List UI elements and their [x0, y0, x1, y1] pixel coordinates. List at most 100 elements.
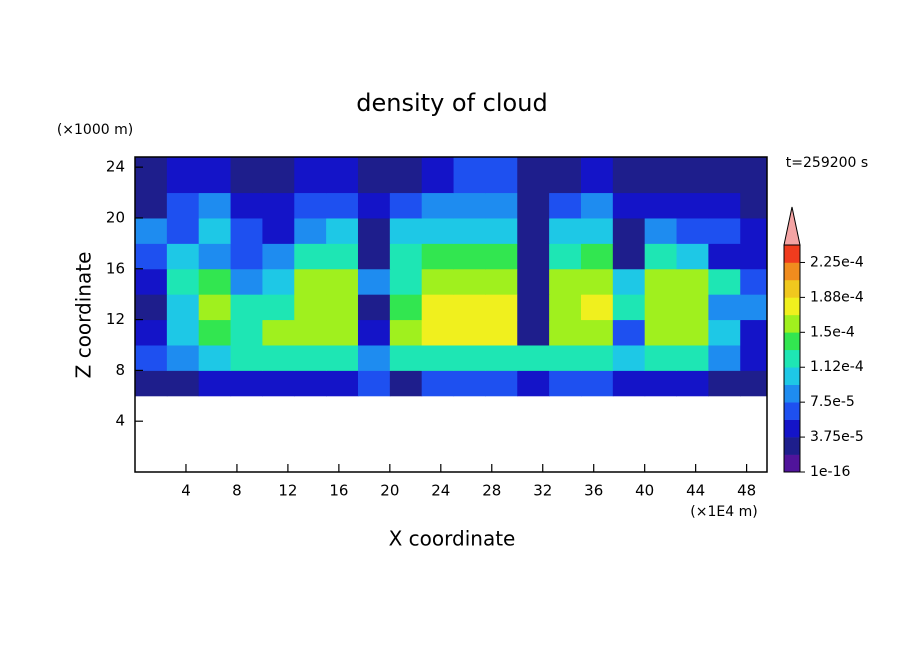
cell [708, 319, 741, 346]
cell [740, 294, 767, 321]
colorbar-over [783, 206, 801, 246]
cell [517, 319, 550, 346]
y-tick-label: 24 [106, 158, 125, 176]
cell [580, 421, 614, 448]
cell [262, 268, 295, 295]
colorbar-band [784, 245, 800, 263]
cell [389, 395, 423, 422]
time-annotation: t=259200 s [786, 155, 868, 171]
cell [740, 243, 767, 270]
cell [453, 370, 486, 397]
cell [740, 370, 767, 397]
cell [644, 395, 678, 422]
cell [198, 243, 232, 270]
cell [135, 446, 168, 472]
cell [580, 344, 614, 371]
cell [166, 421, 200, 448]
cell [485, 243, 518, 270]
cell [198, 319, 232, 346]
cell [740, 344, 767, 371]
cell [262, 446, 295, 472]
cell [517, 446, 550, 472]
cell [389, 344, 423, 371]
cell [485, 421, 518, 448]
x-tick-label: 12 [278, 482, 297, 500]
x-tick-label: 48 [737, 482, 756, 500]
colorbar-band [784, 454, 800, 473]
y-axis-title: Z coordinate [72, 252, 96, 379]
cell [262, 319, 295, 346]
cell [262, 217, 295, 244]
colorbar-label: 3.75e-5 [810, 429, 864, 445]
cell [580, 157, 614, 194]
cell [166, 217, 200, 244]
cell [580, 370, 614, 397]
cell [580, 268, 614, 295]
cell [549, 370, 582, 397]
cell [453, 157, 486, 194]
cell [198, 192, 232, 219]
cell [676, 157, 709, 194]
cell [485, 319, 518, 346]
colorbar-label: 1.88e-4 [810, 289, 864, 305]
cell [517, 395, 550, 422]
cell [517, 344, 550, 371]
y-tick-label: 8 [115, 361, 125, 379]
cell [517, 370, 550, 397]
cell [294, 446, 327, 472]
cell [676, 446, 709, 472]
cell [166, 344, 200, 371]
cell [135, 344, 168, 371]
cell [230, 319, 263, 346]
cell [230, 268, 263, 295]
x-tick-label: 28 [482, 482, 501, 500]
cell [549, 217, 582, 244]
cell [453, 217, 486, 244]
cell [421, 268, 455, 295]
cell [644, 370, 678, 397]
cell [357, 268, 391, 295]
cell [294, 395, 327, 422]
cell [549, 319, 582, 346]
cell [676, 243, 709, 270]
cell [612, 192, 646, 219]
cell [294, 344, 327, 371]
cell [644, 294, 678, 321]
cell [708, 294, 741, 321]
cell [230, 243, 263, 270]
colorbar-band [784, 279, 800, 298]
cell [612, 370, 646, 397]
cell [453, 268, 486, 295]
cell [485, 344, 518, 371]
cell [580, 395, 614, 422]
cell [644, 192, 678, 219]
cell [644, 446, 678, 472]
cell [166, 370, 200, 397]
cell [644, 268, 678, 295]
cell [389, 370, 423, 397]
cell [389, 446, 423, 472]
cell [326, 243, 359, 270]
cell [357, 157, 391, 194]
cell [326, 370, 359, 397]
colorbar-band [784, 314, 800, 333]
cell [485, 192, 518, 219]
cell [612, 319, 646, 346]
cell [676, 421, 709, 448]
cell [135, 294, 168, 321]
cell [262, 192, 295, 219]
cell [198, 421, 232, 448]
colorbar-band [784, 262, 800, 281]
cell [421, 421, 455, 448]
x-tick-label: 20 [380, 482, 399, 500]
colorbar-band [784, 332, 800, 351]
cell [708, 217, 741, 244]
cell [485, 395, 518, 422]
cell [421, 217, 455, 244]
cell [326, 192, 359, 219]
colorbar-band [784, 384, 800, 403]
cell [612, 243, 646, 270]
cell [357, 421, 391, 448]
cell [421, 395, 455, 422]
